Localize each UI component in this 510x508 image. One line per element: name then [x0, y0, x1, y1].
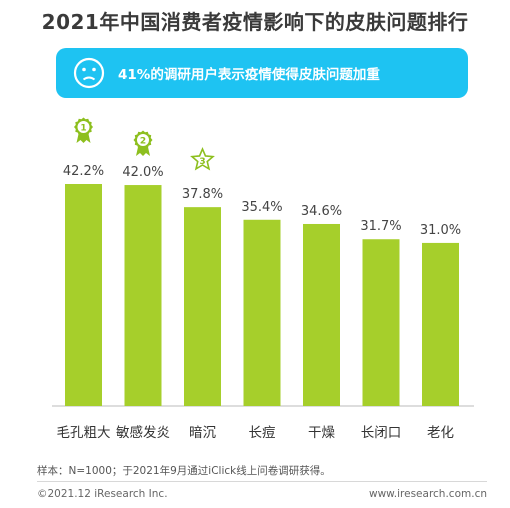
bar-4 — [243, 219, 281, 406]
chart-title: 2021年中国消费者疫情影响下的皮肤问题排行 — [41, 10, 469, 34]
copyright: ©2021.12 iResearch Inc. — [37, 488, 168, 500]
value-label-7: 31.0% — [420, 223, 461, 238]
svg-text:1: 1 — [80, 124, 86, 134]
footer-divider — [37, 481, 487, 482]
bar-7 — [422, 242, 459, 406]
star-third-icon: 3 — [190, 146, 215, 171]
value-label-1: 42.2% — [63, 164, 104, 179]
medal-second-icon: 2 — [133, 130, 153, 156]
sad-face-icon — [73, 57, 105, 89]
value-label-4: 35.4% — [241, 200, 282, 215]
svg-text:2: 2 — [140, 137, 146, 147]
bar-2 — [124, 185, 162, 406]
svg-text:3: 3 — [199, 157, 205, 167]
bar-1 — [65, 184, 102, 406]
category-label-6: 长闭口 — [361, 425, 402, 441]
bar-3 — [184, 207, 221, 406]
highlight-banner: 41%的调研用户表示疫情使得皮肤问题加重 — [56, 48, 468, 98]
website-url: www.iresearch.com.cn — [368, 488, 487, 500]
category-label-3: 暗沉 — [189, 425, 216, 441]
medal-first-icon: 1 — [74, 117, 93, 143]
category-label-1: 毛孔粗大 — [57, 425, 111, 441]
value-label-5: 34.6% — [301, 204, 342, 219]
category-label-4: 长痘 — [249, 425, 276, 441]
bar-6 — [362, 239, 400, 406]
value-label-2: 42.0% — [122, 165, 163, 180]
category-label-5: 干燥 — [308, 425, 335, 441]
value-label-6: 31.7% — [360, 219, 401, 234]
value-label-3: 37.8% — [182, 187, 223, 202]
category-label-7: 老化 — [427, 425, 454, 441]
banner-text: 41%的调研用户表示疫情使得皮肤问题加重 — [118, 67, 380, 83]
category-label-2: 敏感发炎 — [116, 424, 170, 441]
bar-5 — [303, 223, 340, 406]
sample-note: 样本：N=1000；于2021年9月通过iClick线上问卷调研获得。 — [37, 465, 331, 477]
